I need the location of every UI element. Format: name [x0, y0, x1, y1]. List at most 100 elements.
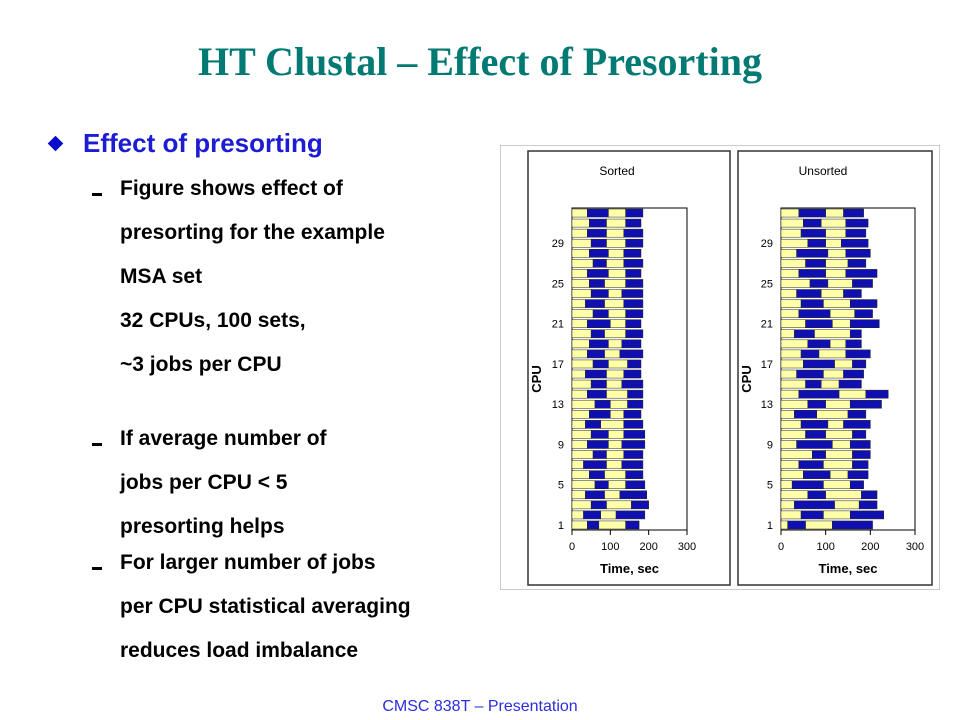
- y-tick-label: 5: [767, 480, 773, 492]
- bar-segment: [847, 470, 869, 479]
- bar-segment: [625, 238, 644, 248]
- bar-segment: [589, 410, 611, 419]
- bar-segment: [825, 259, 849, 268]
- sub-bullet-1-line: MSA set: [120, 265, 203, 288]
- bar-segment: [845, 339, 862, 349]
- bar-segment: [571, 440, 588, 449]
- sub-bullet-1: Figure shows effect of presorting for th…: [120, 167, 385, 387]
- bar-segment: [571, 510, 584, 520]
- bar-segment: [571, 490, 586, 500]
- bar-segment: [585, 369, 607, 379]
- sub-bullet-1-line: 32 CPUs, 100 sets,: [120, 309, 306, 332]
- bar-segment: [861, 490, 878, 500]
- bar-segment: [621, 289, 644, 298]
- bar-segment: [865, 389, 889, 399]
- x-tick-label: 0: [569, 541, 575, 553]
- sub-bullet-1-line: Figure shows effect of: [120, 177, 343, 200]
- bar-segment: [625, 520, 640, 530]
- bar-segment: [625, 480, 646, 489]
- bar-segment: [843, 289, 862, 298]
- bar-segment: [780, 399, 809, 409]
- bar-segment: [780, 339, 809, 349]
- bar-segment: [623, 420, 644, 429]
- bar-segment: [843, 369, 864, 379]
- bar-segment: [606, 218, 626, 228]
- bar-segment: [780, 249, 797, 258]
- bar-segment: [803, 218, 822, 228]
- bar-segment: [825, 490, 862, 500]
- x-tick-label: 300: [678, 541, 696, 553]
- sub-bullet-1-line: ~3 jobs per CPU: [120, 353, 282, 376]
- bar-segment: [571, 228, 588, 238]
- bar-segment: [823, 460, 853, 469]
- y-tick-label: 25: [552, 278, 564, 290]
- bar-segment: [849, 480, 864, 489]
- bar-segment: [571, 279, 590, 288]
- bar-segment: [571, 269, 588, 278]
- bar-segment: [571, 218, 590, 228]
- bar-segment: [623, 259, 644, 268]
- bar-segment: [571, 480, 596, 489]
- bar-segment: [816, 410, 849, 419]
- bar-segment: [805, 319, 833, 328]
- y-tick-label: 21: [761, 319, 773, 331]
- bar-segment: [571, 309, 594, 318]
- bar-segment: [820, 379, 840, 389]
- bar-segment: [571, 450, 594, 459]
- bar-segment: [852, 460, 869, 469]
- bar-segment: [823, 510, 851, 520]
- y-axis-label: CPU: [739, 365, 754, 392]
- bar-segment: [585, 490, 605, 500]
- y-tick-label: 5: [558, 480, 564, 492]
- bar-segment: [823, 299, 851, 308]
- bar-segment: [606, 259, 624, 268]
- bar-segment: [827, 279, 853, 288]
- bar-segment: [600, 420, 624, 429]
- bar-segment: [589, 339, 609, 349]
- bar-segment: [849, 399, 882, 409]
- y-tick-label: 17: [552, 359, 564, 371]
- bar-segment: [841, 238, 869, 248]
- sub-bullet-3: For larger number of jobs per CPU statis…: [120, 541, 411, 673]
- bar-segment: [608, 309, 626, 318]
- bar-segment: [829, 339, 847, 349]
- y-tick-label: 13: [552, 399, 564, 411]
- bar-segment: [587, 440, 609, 449]
- bar-segment: [780, 279, 811, 288]
- bar-segment: [803, 359, 835, 369]
- bar-segment: [827, 249, 847, 258]
- dash-bullet-icon: [92, 443, 102, 446]
- bar-segment: [803, 470, 831, 479]
- bar-segment: [780, 510, 802, 520]
- bar-segment: [606, 379, 623, 389]
- bar-segment: [594, 480, 609, 489]
- bar-segment: [780, 329, 795, 339]
- bar-segment: [587, 269, 609, 278]
- bar-segment: [780, 430, 806, 439]
- bar-segment: [571, 208, 588, 218]
- sub-bullet-2: If average number of jobs per CPU < 5 pr…: [120, 417, 327, 549]
- bar-segment: [627, 389, 644, 399]
- bar-segment: [780, 470, 804, 479]
- bar-segment: [571, 420, 586, 429]
- bar-segment: [606, 369, 624, 379]
- bar-segment: [845, 228, 867, 238]
- bar-segment: [583, 510, 601, 520]
- bar-segment: [587, 520, 600, 530]
- bar-segment: [598, 520, 626, 530]
- bar-segment: [606, 450, 624, 459]
- bar-segment: [798, 208, 826, 218]
- diamond-bullet-icon: [47, 135, 64, 152]
- bar-segment: [832, 520, 873, 530]
- bar-segment: [590, 430, 609, 439]
- bar-segment: [590, 379, 607, 389]
- bar-segment: [608, 359, 628, 369]
- bar-segment: [571, 379, 592, 389]
- bar-segment: [621, 440, 646, 449]
- bar-segment: [590, 289, 609, 298]
- x-tick-label: 100: [816, 541, 834, 553]
- bar-segment: [852, 359, 867, 369]
- bar-segment: [780, 238, 809, 248]
- bar-segment: [571, 289, 592, 298]
- bar-segment: [571, 460, 584, 469]
